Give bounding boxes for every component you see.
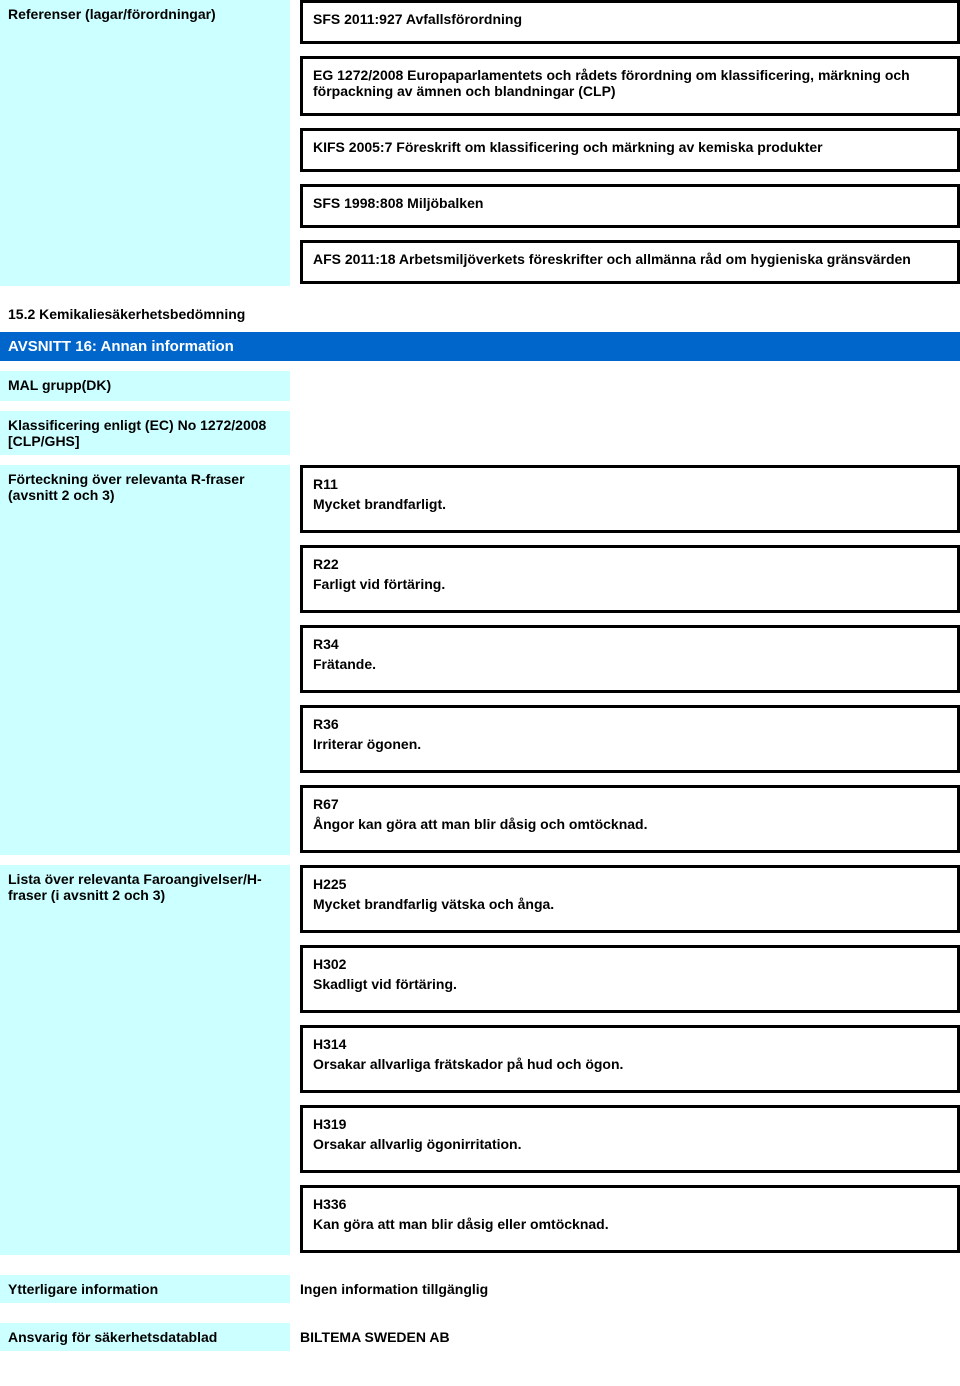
phrase-group: H319 Orsakar allvarlig ögonirritation. <box>313 1116 947 1152</box>
ref-item: EG 1272/2008 Europaparlamentets och råde… <box>313 67 947 99</box>
phrase-code: H302 <box>313 956 947 972</box>
ref-item: KIFS 2005:7 Föreskrift om klassificering… <box>313 139 947 155</box>
phrase-group: H225 Mycket brandfarlig vätska och ånga. <box>313 876 947 912</box>
r-phrases-content: R11 Mycket brandfarligt. R22 Farligt vid… <box>290 465 960 865</box>
phrase-desc: Ångor kan göra att man blir dåsig och om… <box>313 816 947 832</box>
r-phrases-row: Förteckning över relevanta R-fraser (avs… <box>0 465 960 865</box>
phrase-desc: Frätande. <box>313 656 947 672</box>
phrase-code: H336 <box>313 1196 947 1212</box>
h-phrases-content: H225 Mycket brandfarlig vätska och ånga.… <box>290 865 960 1265</box>
references-box: KIFS 2005:7 Föreskrift om klassificering… <box>300 128 960 172</box>
phrase-group: R11 Mycket brandfarligt. <box>313 476 947 512</box>
r-phrases-label: Förteckning över relevanta R-fraser (avs… <box>0 465 290 855</box>
references-row: Referenser (lagar/förordningar) SFS 2011… <box>0 0 960 296</box>
references-label: Referenser (lagar/förordningar) <box>0 0 290 286</box>
phrase-group: R34 Frätande. <box>313 636 947 672</box>
phrase-code: R34 <box>313 636 947 652</box>
h-phrases-box: H225 Mycket brandfarlig vätska och ånga. <box>300 865 960 933</box>
h-phrases-box: H314 Orsakar allvarliga frätskador på hu… <box>300 1025 960 1093</box>
r-phrases-box: R34 Frätande. <box>300 625 960 693</box>
phrase-desc: Orsakar allvarliga frätskador på hud och… <box>313 1056 947 1072</box>
phrase-code: R67 <box>313 796 947 812</box>
mal-group-content <box>290 371 960 411</box>
r-phrases-box: R36 Irriterar ögonen. <box>300 705 960 773</box>
responsible-row: Ansvarig för säkerhetsdatablad BILTEMA S… <box>0 1323 960 1361</box>
references-content: SFS 2011:927 Avfallsförordning EG 1272/2… <box>290 0 960 296</box>
phrase-desc: Orsakar allvarlig ögonirritation. <box>313 1136 947 1152</box>
ref-item: SFS 2011:927 Avfallsförordning <box>313 11 947 27</box>
references-box: SFS 2011:927 Avfallsförordning <box>300 0 960 44</box>
phrase-group: R22 Farligt vid förtäring. <box>313 556 947 592</box>
phrase-code: R22 <box>313 556 947 572</box>
mal-group-label: MAL grupp(DK) <box>0 371 290 401</box>
further-info-row: Ytterligare information Ingen informatio… <box>0 1275 960 1313</box>
responsible-label: Ansvarig för säkerhetsdatablad <box>0 1323 290 1351</box>
further-info-content: Ingen information tillgänglig <box>290 1275 960 1313</box>
ref-item: AFS 2011:18 Arbetsmiljöverkets föreskrif… <box>313 251 947 267</box>
further-info-value: Ingen information tillgänglig <box>300 1275 960 1303</box>
further-info-label: Ytterligare information <box>0 1275 290 1303</box>
references-box: SFS 1998:808 Miljöbalken <box>300 184 960 228</box>
r-phrases-box: R11 Mycket brandfarligt. <box>300 465 960 533</box>
phrase-code: R36 <box>313 716 947 732</box>
classification-label: Klassificering enligt (EC) No 1272/2008 … <box>0 411 290 455</box>
references-box: AFS 2011:18 Arbetsmiljöverkets föreskrif… <box>300 240 960 284</box>
phrase-desc: Mycket brandfarlig vätska och ånga. <box>313 896 947 912</box>
section-15-2-heading: 15.2 Kemikaliesäkerhetsbedömning <box>0 300 960 328</box>
phrase-code: H314 <box>313 1036 947 1052</box>
phrase-group: R67 Ångor kan göra att man blir dåsig oc… <box>313 796 947 832</box>
phrase-code: H319 <box>313 1116 947 1132</box>
responsible-value: BILTEMA SWEDEN AB <box>300 1323 960 1351</box>
section-16-header: AVSNITT 16: Annan information <box>0 332 960 361</box>
phrase-desc: Mycket brandfarligt. <box>313 496 947 512</box>
phrase-code: R11 <box>313 476 947 492</box>
phrase-desc: Irriterar ögonen. <box>313 736 947 752</box>
ref-item: SFS 1998:808 Miljöbalken <box>313 195 947 211</box>
phrase-group: H314 Orsakar allvarliga frätskador på hu… <box>313 1036 947 1072</box>
responsible-content: BILTEMA SWEDEN AB <box>290 1323 960 1361</box>
phrase-group: H302 Skadligt vid förtäring. <box>313 956 947 992</box>
mal-group-row: MAL grupp(DK) <box>0 371 960 411</box>
phrase-desc: Farligt vid förtäring. <box>313 576 947 592</box>
references-box: EG 1272/2008 Europaparlamentets och råde… <box>300 56 960 116</box>
phrase-group: R36 Irriterar ögonen. <box>313 716 947 752</box>
phrase-group: H336 Kan göra att man blir dåsig eller o… <box>313 1196 947 1232</box>
h-phrases-box: H336 Kan göra att man blir dåsig eller o… <box>300 1185 960 1253</box>
classification-content <box>290 411 960 465</box>
h-phrases-box: H319 Orsakar allvarlig ögonirritation. <box>300 1105 960 1173</box>
h-phrases-box: H302 Skadligt vid förtäring. <box>300 945 960 1013</box>
r-phrases-box: R22 Farligt vid förtäring. <box>300 545 960 613</box>
h-phrases-label: Lista över relevanta Faroangivelser/H-fr… <box>0 865 290 1255</box>
phrase-desc: Skadligt vid förtäring. <box>313 976 947 992</box>
r-phrases-box: R67 Ångor kan göra att man blir dåsig oc… <box>300 785 960 853</box>
phrase-code: H225 <box>313 876 947 892</box>
classification-row: Klassificering enligt (EC) No 1272/2008 … <box>0 411 960 465</box>
h-phrases-row: Lista över relevanta Faroangivelser/H-fr… <box>0 865 960 1265</box>
phrase-desc: Kan göra att man blir dåsig eller omtöck… <box>313 1216 947 1232</box>
